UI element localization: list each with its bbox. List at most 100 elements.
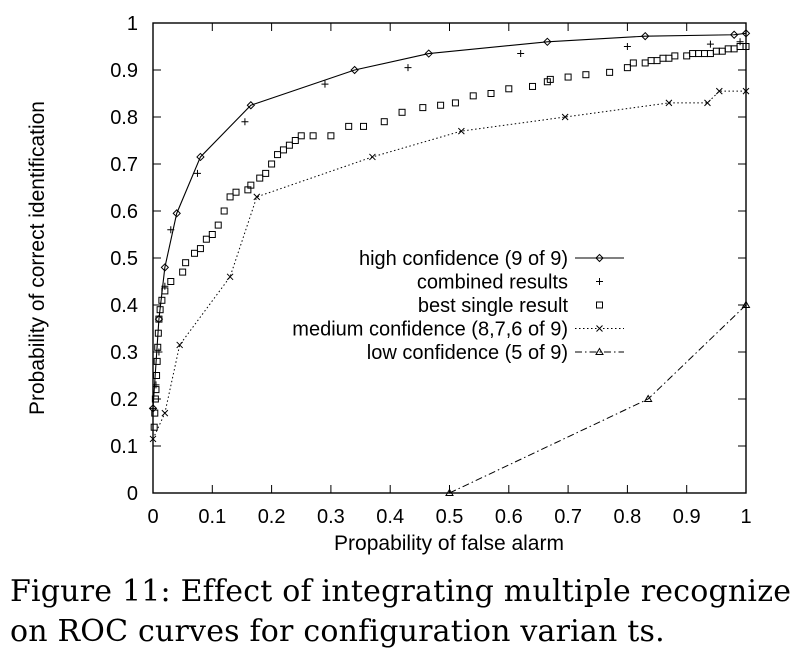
diamond-marker: [543, 37, 552, 47]
y-tick-label: 0.7: [110, 154, 138, 176]
cross-marker: [253, 193, 261, 201]
square-marker: [689, 50, 697, 58]
plus-marker: [321, 80, 329, 88]
square-marker: [360, 122, 368, 130]
square-marker: [718, 47, 726, 55]
plus-marker: [596, 278, 603, 285]
plus-marker: [152, 381, 160, 389]
square-marker: [742, 43, 750, 50]
square-marker: [671, 52, 679, 60]
plus-marker: [623, 43, 631, 50]
x-tick-label: 0.7: [554, 506, 582, 528]
cross-marker: [149, 435, 157, 443]
square-marker: [208, 231, 216, 238]
x-tick-label: 1: [740, 506, 751, 528]
square-marker: [179, 268, 187, 276]
x-tick-label: 0.2: [258, 506, 286, 528]
plus-marker: [706, 40, 714, 48]
plus-marker: [167, 226, 175, 234]
triangle-marker: [595, 347, 604, 355]
square-marker: [451, 99, 459, 107]
square-marker: [487, 90, 495, 97]
series-5: [445, 300, 751, 496]
y-tick-label: 0.2: [110, 389, 138, 411]
square-marker: [712, 47, 720, 55]
x-tick-label: 0.9: [673, 506, 701, 528]
square-marker: [150, 423, 158, 431]
diamond-marker: [246, 101, 256, 110]
y-tick-label: 0.5: [110, 248, 138, 270]
square-marker: [154, 343, 162, 351]
square-marker: [582, 71, 590, 79]
square-marker: [437, 101, 445, 109]
square-marker: [724, 45, 732, 53]
square-marker: [155, 315, 163, 323]
square-marker: [202, 235, 210, 243]
diamond-marker: [196, 152, 205, 162]
plus-marker: [736, 38, 744, 46]
x-tick-label: 0.6: [495, 506, 523, 528]
cross-marker: [665, 99, 673, 107]
diamond-marker: [640, 31, 650, 41]
square-marker: [659, 54, 667, 62]
square-marker: [309, 132, 317, 140]
square-marker: [247, 181, 255, 189]
cross-marker: [369, 153, 376, 161]
plus-marker: [149, 404, 157, 412]
y-tick-label: 0.8: [110, 107, 138, 129]
square-marker: [297, 132, 305, 140]
square-marker: [653, 57, 661, 65]
square-marker: [151, 409, 159, 417]
square-marker: [529, 82, 537, 90]
y-axis-label: Probability of correct identification: [26, 101, 49, 415]
x-tick-label: 0.5: [436, 506, 464, 528]
square-marker: [700, 50, 708, 58]
legend-label: high confidence (9 of 9): [359, 248, 568, 270]
square-marker: [158, 296, 166, 304]
cross-marker: [161, 409, 169, 417]
plot-axes: 0 0.1 0.2 0.3 0.4 0.5 0.6 0.7 0.8 0.9 1 0 0.1 0.2 0.3 0…: [110, 13, 751, 528]
triangle-marker: [643, 394, 653, 402]
plus-marker: [517, 50, 525, 58]
y-tick-label: 0.4: [110, 295, 138, 317]
cross-marker: [742, 87, 750, 95]
square-marker: [220, 207, 228, 215]
plus-marker: [404, 64, 412, 72]
legend-label: medium confidence (8,7,6 of 9): [292, 319, 568, 341]
square-marker: [730, 45, 738, 53]
square-marker: [623, 64, 631, 72]
square-marker: [398, 108, 406, 116]
square-marker: [505, 85, 513, 93]
series-line: [152, 32, 747, 409]
square-marker: [629, 59, 637, 67]
cross-marker: [561, 113, 569, 121]
series-layer: [148, 29, 751, 496]
diamond-marker: [350, 65, 359, 75]
diamond-marker: [729, 30, 739, 39]
square-marker: [419, 104, 427, 112]
square-marker: [285, 141, 293, 149]
series-2: [149, 38, 744, 412]
plus-marker: [161, 282, 169, 290]
legend: high confidence (9 of 9)combined results…: [292, 248, 624, 364]
square-marker: [232, 188, 240, 196]
square-marker: [153, 357, 161, 365]
square-marker: [706, 50, 714, 58]
cross-marker: [704, 99, 711, 107]
square-marker: [564, 73, 572, 81]
legend-label: low confidence (5 of 9): [367, 342, 568, 364]
x-axis-label: Propability of false alarm: [334, 532, 564, 555]
square-marker: [256, 174, 264, 182]
y-tick-label: 0.6: [110, 201, 138, 223]
cross-marker: [226, 273, 234, 281]
square-marker: [226, 193, 234, 201]
square-marker: [546, 75, 554, 83]
diamond-marker: [424, 49, 433, 58]
square-marker: [345, 122, 353, 130]
square-marker: [641, 59, 649, 67]
square-marker: [606, 68, 614, 76]
y-tick-label: 0.3: [110, 342, 138, 364]
square-marker: [695, 50, 703, 58]
square-marker: [469, 92, 477, 100]
caption-line-1: Figure 11: Effect of integrating multipl…: [10, 574, 791, 609]
